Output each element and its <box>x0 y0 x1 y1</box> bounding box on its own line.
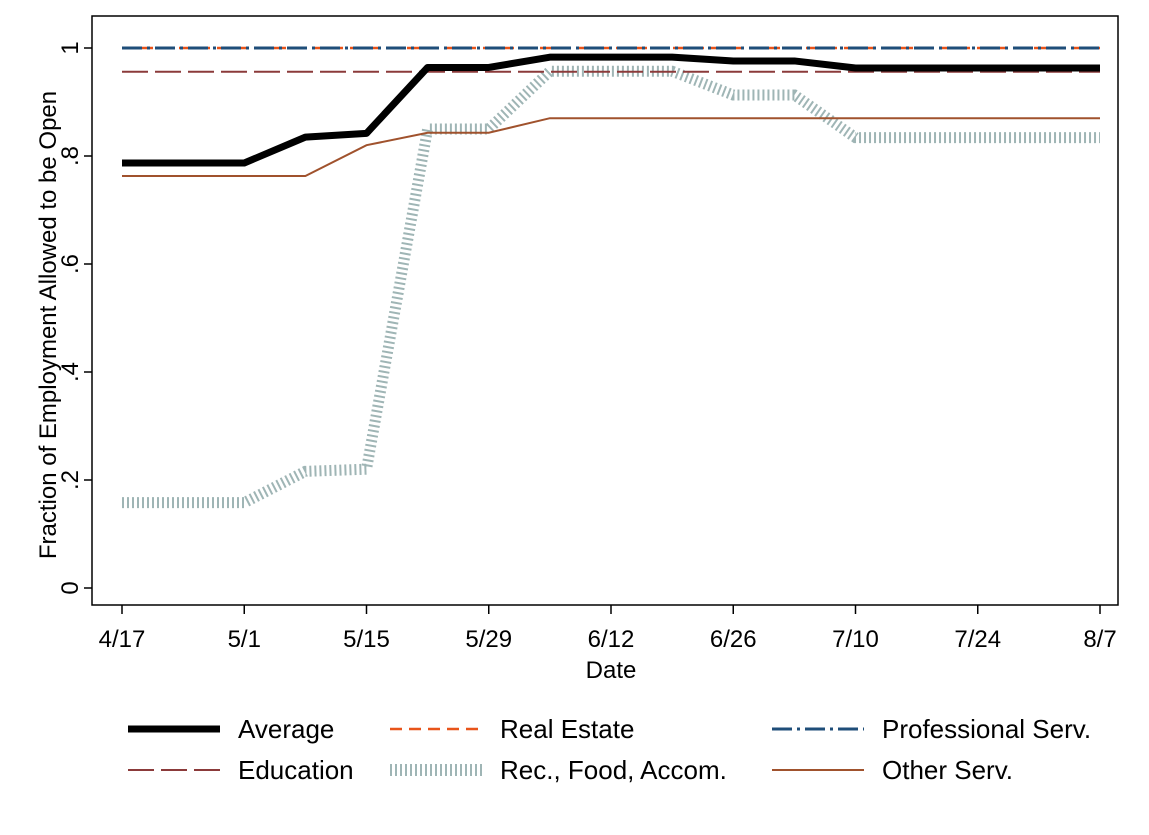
y-tick-label: .6 <box>57 254 84 274</box>
x-axis: 4/17 5/1 5/15 5/29 6/12 6/26 7/10 7/24 8/7 <box>99 605 1117 653</box>
legend-label: Average <box>238 714 334 744</box>
x-axis-title: Date <box>586 657 637 684</box>
legend-label: Rec., Food, Accom. <box>500 755 727 785</box>
legend: Average Real Estate Professional Serv. Educ… <box>128 714 1091 785</box>
x-tick-label: 5/1 <box>228 626 261 653</box>
series-layer <box>122 46 1100 509</box>
x-tick-label: 5/15 <box>343 626 390 653</box>
y-tick-label: 0 <box>57 581 84 594</box>
y-tick-label: 1 <box>57 41 84 54</box>
x-tick-label: 6/26 <box>710 626 757 653</box>
y-tick-label: .2 <box>57 470 84 490</box>
x-tick-label: 5/29 <box>465 626 512 653</box>
legend-label: Professional Serv. <box>882 714 1091 744</box>
y-axis-title: Fraction of Employment Allowed to be Ope… <box>35 91 62 559</box>
y-axis: 0 .2 .4 .6 .8 1 <box>57 41 92 595</box>
y-tick-label: .4 <box>57 362 84 382</box>
legend-label: Education <box>238 755 354 785</box>
x-tick-label: 8/7 <box>1083 626 1116 653</box>
x-tick-label: 6/12 <box>588 626 635 653</box>
x-tick-label: 4/17 <box>99 626 146 653</box>
series-line-average <box>122 53 1100 167</box>
x-tick-label: 7/10 <box>832 626 879 653</box>
y-tick-label: .8 <box>57 146 84 166</box>
legend-label: Other Serv. <box>882 755 1013 785</box>
plot-frame <box>91 15 1119 606</box>
x-tick-label: 7/24 <box>954 626 1001 653</box>
legend-label: Real Estate <box>500 714 634 744</box>
series-line-other-serv <box>122 117 1100 177</box>
